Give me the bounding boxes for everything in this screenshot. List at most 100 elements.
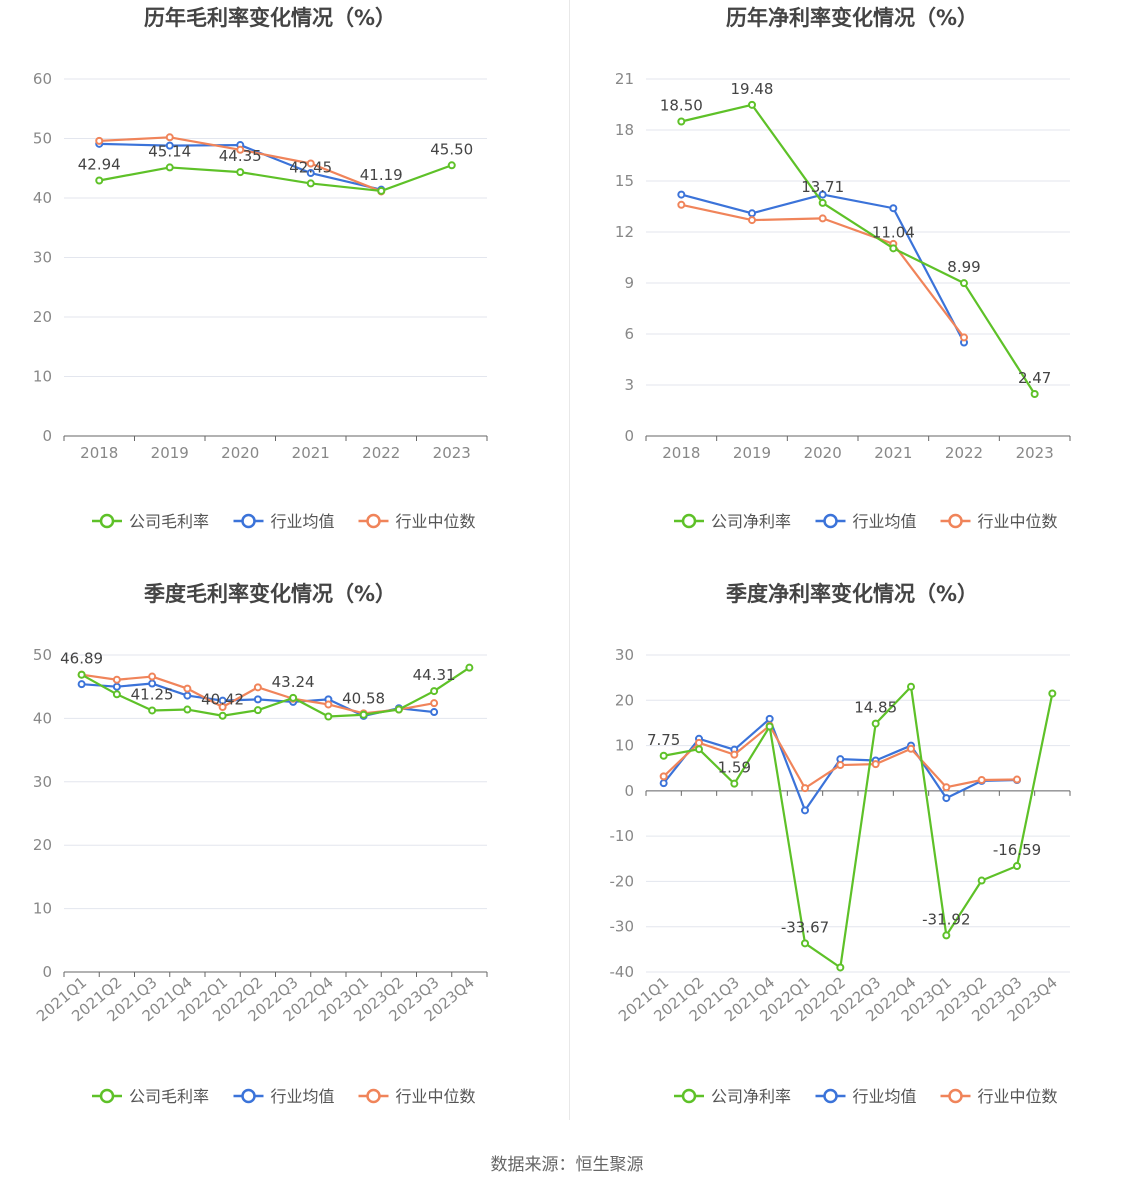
x-tick-label: 2023 <box>1016 444 1054 462</box>
data-point-median <box>183 684 192 693</box>
data-point-company <box>1013 861 1021 870</box>
legend-label: 行业均值 <box>271 512 335 531</box>
data-point-median <box>95 136 104 145</box>
data-label: 41.25 <box>131 685 174 703</box>
y-tick-label: 0 <box>624 427 634 445</box>
data-point-company <box>765 722 774 731</box>
data-point-company <box>253 706 262 715</box>
legend-item-median: 行业中位数 <box>940 1087 1058 1106</box>
data-point-avg <box>801 806 809 815</box>
data-label: -16.59 <box>993 841 1041 859</box>
data-point-median <box>165 133 174 142</box>
data-point-median <box>730 750 739 759</box>
data-point-median <box>236 145 245 154</box>
data-point-median <box>748 216 756 225</box>
x-tick-label: 2023 <box>433 444 471 462</box>
legend-item-avg: 行业均值 <box>815 1087 917 1106</box>
y-tick-label: 0 <box>42 427 52 445</box>
data-label: 45.14 <box>148 142 191 160</box>
data-label: 19.48 <box>731 80 774 98</box>
data-point-median <box>253 683 262 692</box>
data-label: 18.50 <box>660 97 703 115</box>
data-point-avg <box>430 708 439 717</box>
data-point-company <box>889 244 898 253</box>
y-tick-label: -40 <box>610 963 635 981</box>
data-point-median <box>695 738 703 747</box>
data-label: 44.35 <box>219 147 262 165</box>
y-tick-label: 40 <box>33 189 52 207</box>
y-tick-label: 0 <box>42 963 52 981</box>
legend-label: 行业均值 <box>853 512 917 531</box>
data-point-company <box>1048 689 1057 698</box>
data-label: 42.45 <box>289 158 332 176</box>
series-line-company <box>99 164 453 193</box>
data-source-note: 数据来源：恒生聚源 <box>490 1155 644 1175</box>
chart-title: 历年净利率变化情况（%） <box>726 6 978 30</box>
data-point-median <box>960 333 968 342</box>
x-tick-label: 2020 <box>221 444 259 462</box>
legend-label: 公司毛利率 <box>129 1087 209 1106</box>
y-tick-label: -10 <box>610 827 635 845</box>
data-point-company <box>289 693 298 702</box>
data-point-avg <box>748 209 756 218</box>
data-point-company <box>801 939 809 948</box>
data-point-median <box>324 700 333 709</box>
legend-label: 行业中位数 <box>396 512 476 531</box>
chart-annual-net-margin: 历年净利率变化情况（%） 0 3 6 9 12 15 18 21 2018 2019 2020 2021… <box>570 0 1134 575</box>
data-point-company <box>677 117 686 126</box>
x-tick-label: 2019 <box>151 444 189 462</box>
y-tick-label: 60 <box>33 70 52 88</box>
data-point-avg <box>306 169 315 178</box>
x-tick-label: 2018 <box>662 444 700 462</box>
y-tick-label: 20 <box>33 836 52 854</box>
data-point-median <box>818 214 827 223</box>
series-line-company <box>81 666 470 718</box>
data-point-median <box>907 744 915 753</box>
data-point-company <box>359 710 368 719</box>
y-tick-label: 3 <box>624 376 634 394</box>
legend-marker <box>681 513 697 529</box>
data-point-company <box>871 719 880 728</box>
y-tick-label: 30 <box>615 646 634 664</box>
data-point-median <box>677 200 686 209</box>
legend-item-median: 行业中位数 <box>940 512 1058 531</box>
legend-marker <box>241 1088 256 1104</box>
data-point-avg <box>889 204 898 213</box>
data-point-company <box>465 663 474 672</box>
x-tick-label: 2019 <box>733 444 771 462</box>
y-tick-label: 20 <box>33 308 52 326</box>
data-point-median <box>218 702 227 711</box>
legend-marker <box>823 1088 838 1104</box>
data-point-median <box>148 672 157 681</box>
chart-svg-0: 历年毛利率变化情况（%） 0 10 20 30 40 50 60 2018 2019 2020 202… <box>33 6 488 531</box>
data-label: 13.71 <box>801 178 844 196</box>
data-point-company <box>695 745 703 754</box>
y-tick-label: 10 <box>33 368 52 386</box>
data-point-median <box>942 783 951 792</box>
legend-marker <box>366 513 381 529</box>
y-tick-label: 30 <box>33 773 52 791</box>
data-label: 2.47 <box>1018 369 1051 387</box>
data-label: 1.59 <box>718 759 751 777</box>
data-point-company <box>659 751 668 760</box>
y-tick-label: 20 <box>615 691 634 709</box>
data-label: 43.24 <box>272 673 315 691</box>
data-label: 7.75 <box>647 731 680 749</box>
data-point-company <box>306 179 315 188</box>
legend-marker <box>99 1088 115 1104</box>
x-tick-label: 2022 <box>945 444 983 462</box>
y-tick-label: 9 <box>624 274 634 292</box>
data-point-avg <box>818 190 827 199</box>
data-label: 44.31 <box>413 666 456 684</box>
data-point-avg <box>942 794 951 803</box>
data-point-company <box>960 279 968 288</box>
data-point-company <box>165 163 174 172</box>
data-point-company <box>236 168 245 177</box>
data-label: 14.85 <box>854 699 897 717</box>
data-label: -31.92 <box>922 910 970 928</box>
data-label: 40.58 <box>342 690 385 708</box>
y-tick-label: 10 <box>615 737 634 755</box>
legend-item-company: 公司净利率 <box>674 1087 791 1106</box>
x-tick-label: 2021 <box>874 444 912 462</box>
data-label: -33.67 <box>781 918 829 936</box>
